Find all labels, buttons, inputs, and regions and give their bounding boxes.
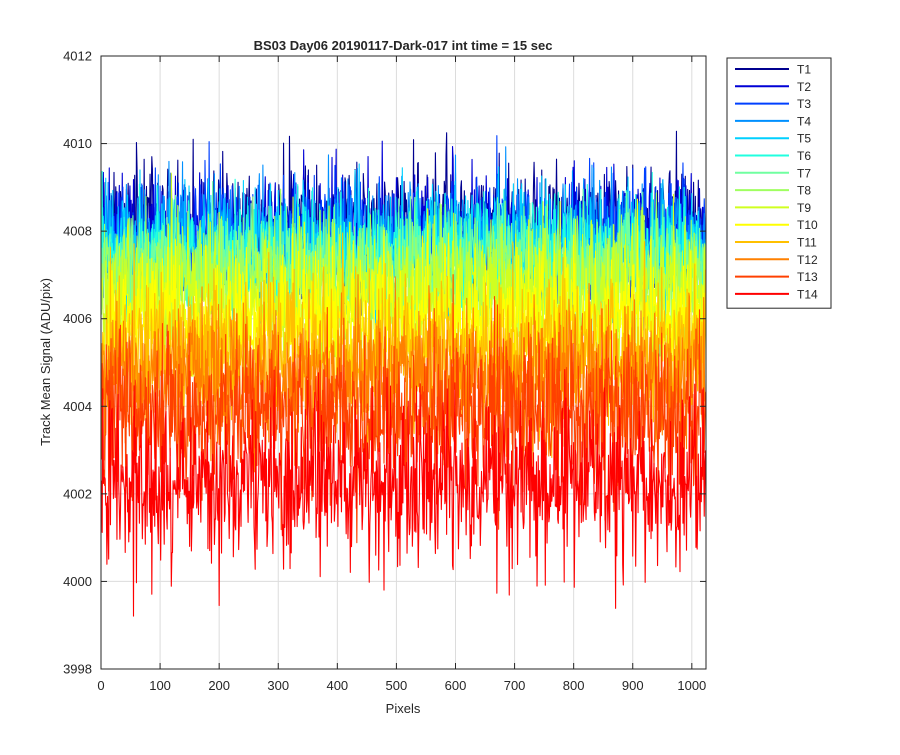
x-tick-label: 300	[267, 678, 289, 693]
y-axis-ticks: 3998 4000 4002 4004 4006 4008 4010 4012	[63, 49, 706, 677]
series-line-t12	[101, 274, 706, 521]
y-axis-label: Track Mean Signal (ADU/pix)	[38, 278, 53, 446]
legend-label: T13	[797, 270, 818, 284]
legend-label: T8	[797, 184, 811, 198]
x-axis-ticks: 0 100 200 300 400 500 600 700 800 900 1000	[97, 56, 706, 693]
x-tick-label: 600	[445, 678, 467, 693]
x-tick-label: 0	[97, 678, 104, 693]
x-axis-label: Pixels	[386, 701, 421, 716]
plot-frame	[100, 55, 707, 670]
legend-label: T11	[797, 236, 817, 250]
legend-label: T6	[797, 149, 811, 163]
legend-label: T4	[797, 114, 811, 128]
y-tick-label: 4008	[63, 224, 92, 239]
chart-title: BS03 Day06 20190117-Dark-017 int time = …	[254, 38, 553, 53]
x-tick-label: 400	[326, 678, 348, 693]
y-tick-label: 4004	[63, 399, 92, 414]
x-tick-label: 100	[149, 678, 171, 693]
y-tick-label: 4010	[63, 136, 92, 151]
x-tick-label: 700	[504, 678, 526, 693]
x-tick-label: 900	[622, 678, 644, 693]
x-tick-label: 1000	[677, 678, 706, 693]
series-line-t14	[101, 368, 706, 617]
legend-label: T9	[797, 201, 811, 215]
legend-label: T12	[797, 253, 818, 267]
legend-label: T2	[797, 80, 811, 94]
y-tick-label: 4000	[63, 574, 92, 589]
legend-label: T14	[797, 287, 818, 301]
x-tick-label: 500	[386, 678, 408, 693]
legend-box	[726, 57, 832, 309]
y-tick-label: 4002	[63, 486, 92, 501]
legend-label: T5	[797, 132, 811, 146]
series-line-t9	[101, 172, 706, 399]
legend-label: T7	[797, 166, 811, 180]
legend: T1 T2 T3 T4 T5 T6 T7 T8 T9 T10 T11 T12 T13 T14	[726, 57, 832, 309]
legend-label: T3	[797, 97, 811, 111]
series-layer	[101, 130, 706, 617]
legend-label: T1	[797, 63, 811, 77]
y-tick-label: 4006	[63, 311, 92, 326]
y-tick-label: 4012	[63, 49, 92, 64]
legend-label: T10	[797, 218, 818, 232]
x-tick-label: 200	[208, 678, 230, 693]
y-tick-label: 3998	[63, 662, 92, 677]
x-tick-label: 800	[563, 678, 585, 693]
